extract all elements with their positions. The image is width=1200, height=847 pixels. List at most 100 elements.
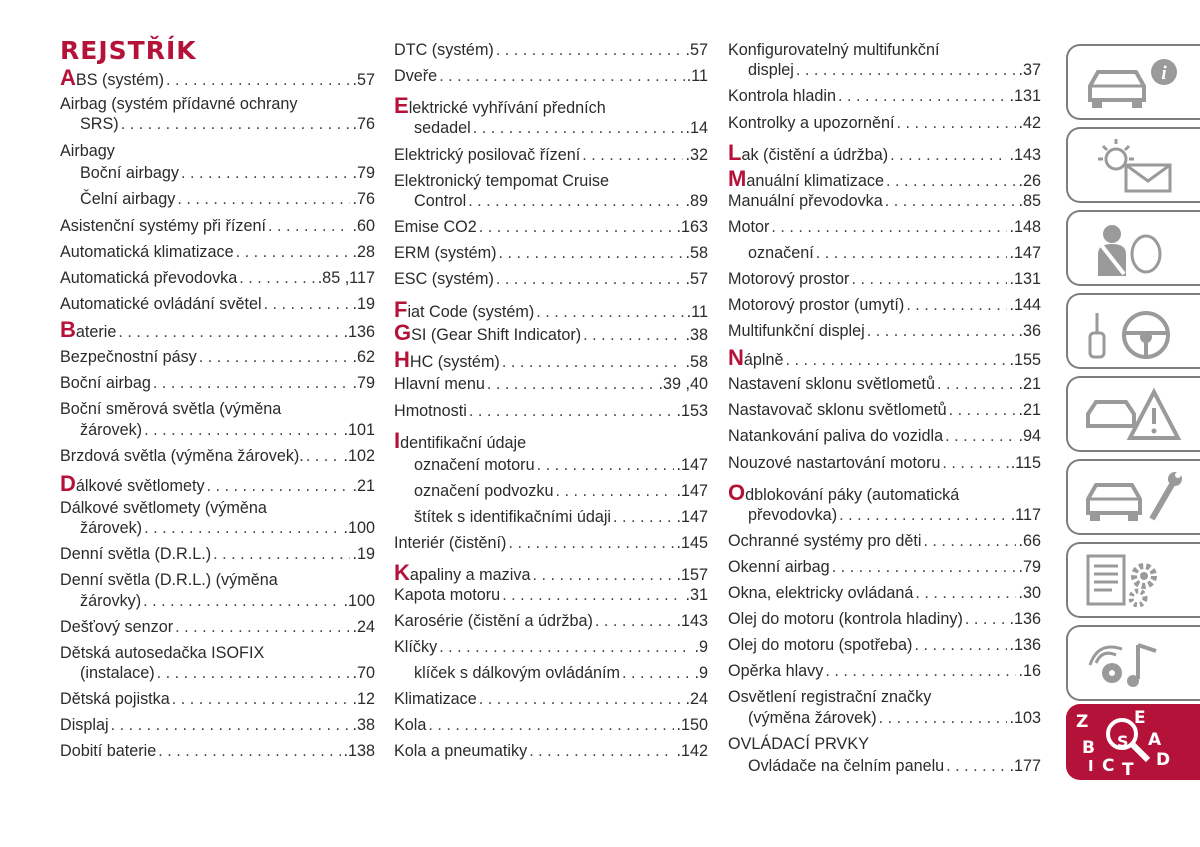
page-reference[interactable]: .142 [676,742,708,760]
page-reference[interactable]: .32 [685,146,708,164]
page-reference[interactable]: .21 [1018,401,1041,419]
page-reference[interactable]: .24 [685,690,708,708]
page-reference[interactable]: .136 [343,323,375,341]
page-reference[interactable]: .147 [676,508,708,526]
page-reference[interactable]: .60 [352,217,375,235]
nav-tab-warning-lights[interactable] [1066,127,1200,203]
page-reference[interactable]: .115 [1010,454,1041,472]
page-reference[interactable]: .31 [685,586,708,604]
multimedia-icon [1088,643,1157,687]
page-reference[interactable]: .131 [1009,270,1041,288]
page-reference[interactable]: .58 [685,353,708,371]
page-reference[interactable]: .177 [1009,757,1041,775]
page-reference[interactable]: .94 [1018,427,1041,445]
page-reference[interactable]: .57 [352,71,375,89]
page-reference[interactable]: .62 [352,348,375,366]
index-entry-label: Baterie [60,319,116,342]
page-reference[interactable]: .143 [676,612,708,630]
page-reference[interactable]: .39 ,40 [658,375,708,393]
page-reference[interactable]: .19 [352,295,375,313]
dot-leader [199,347,351,367]
index-entry: Boční airbagy .79 [60,163,375,183]
page-reference[interactable]: .85 ,117 [317,269,375,287]
page-reference[interactable]: .147 [1009,244,1041,262]
page-reference[interactable]: .148 [1009,218,1041,236]
index-entry-text: Control [414,192,467,210]
page-reference[interactable]: .117 [1010,506,1041,524]
index-entry-label: Airbag (systém přídavné ochrany [60,94,298,114]
nav-tab-driving[interactable] [1066,293,1200,369]
page-reference[interactable]: .153 [676,402,708,420]
page-reference[interactable]: .150 [676,716,708,734]
page-reference[interactable]: .57 [685,41,708,59]
page-reference[interactable]: .76 [352,115,375,133]
page-reference[interactable]: .21 [352,477,375,495]
page-reference[interactable]: .58 [685,244,708,262]
page-reference[interactable]: .89 [685,192,708,210]
page-reference[interactable]: .26 [1018,172,1041,190]
page-reference[interactable]: .144 [1009,296,1041,314]
page-reference[interactable]: .131 [1009,87,1041,105]
page-reference[interactable]: .136 [1009,610,1041,628]
page-reference[interactable]: .21 [1018,375,1041,393]
page-reference[interactable]: .37 [1018,61,1041,79]
index-entry-text: označení podvozku [414,482,554,500]
page-reference[interactable]: .38 [352,716,375,734]
page-reference[interactable]: .100 [343,592,375,610]
page-reference[interactable]: .79 [352,164,375,182]
page-reference[interactable]: .12 [352,690,375,708]
page-reference[interactable]: .70 [352,664,375,682]
page-reference[interactable]: .9 [694,664,708,682]
page-reference[interactable]: .11 [686,303,708,321]
nav-tab-car-info[interactable]: i [1066,44,1200,120]
index-entry-label: Kapota motoru [394,585,500,605]
page-reference[interactable]: .30 [1018,584,1041,602]
page-reference[interactable]: .36 [1018,322,1041,340]
page-reference[interactable]: .79 [1018,558,1041,576]
page-reference[interactable]: .155 [1009,351,1041,369]
page-reference[interactable]: .138 [343,742,375,760]
page-reference[interactable]: .157 [676,566,708,584]
nav-tab-multimedia[interactable] [1066,625,1200,701]
index-entry-label: Dobití baterie [60,741,156,761]
page-reference[interactable]: .163 [676,218,708,236]
page-reference[interactable]: .57 [685,270,708,288]
index-entry-text: SRS) [80,115,119,133]
page-reference[interactable]: .16 [1018,662,1041,680]
page-reference[interactable]: .143 [1009,146,1041,164]
page-reference[interactable]: .38 [685,326,708,344]
nav-tab-safety[interactable] [1066,210,1200,286]
page-reference[interactable]: .9 [694,638,708,656]
page-reference[interactable]: .103 [1009,709,1041,727]
nav-tab-technical-data[interactable] [1066,542,1200,618]
page-reference[interactable]: .24 [352,618,375,636]
index-letter-initial: K [394,560,410,585]
index-entry: Lak (čistění a údržba) .143 [728,142,1041,165]
page-reference[interactable]: .102 [343,447,375,465]
page-reference[interactable]: .28 [352,243,375,261]
dot-leader [867,321,1017,341]
page-reference[interactable]: .100 [343,519,375,537]
page-reference[interactable]: .147 [676,456,708,474]
page-reference[interactable]: .136 [1009,636,1041,654]
page-reference[interactable]: .14 [685,119,708,137]
page-reference[interactable]: .145 [676,534,708,552]
page-reference[interactable]: .42 [1018,114,1041,132]
nav-tab-maintenance[interactable] [1066,459,1200,535]
index-letter-a: A [1148,730,1162,750]
index-letter-initial: G [394,320,412,345]
nav-tab-emergency[interactable] [1066,376,1200,452]
page-reference[interactable]: .147 [676,482,708,500]
index-entry-text: Kola a pneumatiky [394,742,528,760]
page-reference[interactable]: .76 [352,190,375,208]
page-reference[interactable]: .101 [343,421,375,439]
page-reference[interactable]: .11 [686,67,708,85]
nav-tab-index[interactable]: Z E S B A C T D I [1066,704,1200,780]
index-entry: ABS (systém) .57 [60,67,375,90]
page-reference[interactable]: .79 [352,374,375,392]
page-reference[interactable]: .19 [352,545,375,563]
page-reference[interactable]: .66 [1018,532,1041,550]
dot-leader [896,113,1016,133]
index-entry: Motorový prostor .131 [728,269,1041,289]
page-reference[interactable]: .85 [1018,192,1041,210]
